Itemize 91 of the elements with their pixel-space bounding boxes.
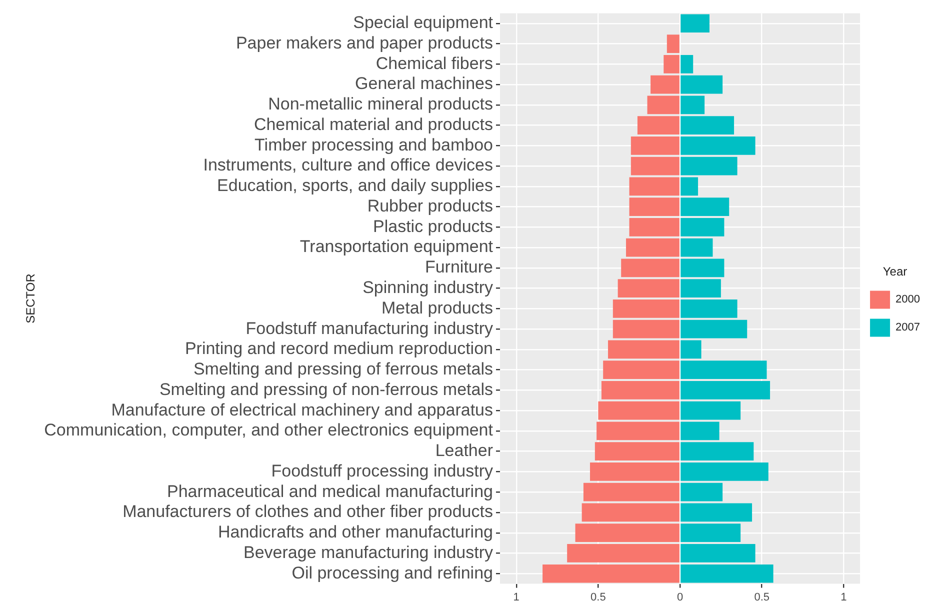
bar [582, 503, 680, 522]
bar [680, 442, 754, 461]
bar [629, 177, 680, 196]
bar [598, 401, 680, 420]
y-tick-label: Pharmaceutical and medical manufacturing [166, 482, 493, 501]
y-tick-label: Foodstuff manufacturing industry [246, 318, 494, 338]
bar [680, 14, 710, 33]
y-tick-label: Rubber products [367, 196, 493, 216]
bar [680, 482, 723, 502]
y-tick-label: Communication, computer, and other electronics equipment [44, 420, 494, 440]
bar [680, 177, 698, 196]
legend-label: 2000 [896, 294, 920, 306]
bar [608, 340, 680, 359]
y-tick-label: Paper makers and paper products [236, 33, 493, 52]
y-tick-label: Smelting and pressing of ferrous metals [193, 360, 493, 379]
y-tick-label: Chemical material and products [254, 114, 493, 134]
y-tick-label: Foodstuff processing industry [271, 461, 494, 480]
bar [601, 381, 680, 400]
bar [680, 96, 705, 114]
y-tick-label: Smelting and pressing of non-ferrous metals [159, 380, 493, 399]
bar [680, 401, 741, 420]
x-tick-label: 1 [840, 591, 847, 604]
bar [590, 462, 680, 481]
y-tick-label: Spinning industry [362, 278, 494, 297]
bar [680, 218, 724, 236]
y-tick-label: Handicrafts and other manufacturing [218, 522, 493, 542]
bar [680, 258, 724, 278]
y-tick-label: Beverage manufacturing industry [244, 542, 494, 562]
y-tick-label: Special equipment [353, 13, 494, 32]
bar [612, 320, 680, 338]
y-axis-title: SECTOR [24, 273, 38, 324]
bar [680, 422, 720, 440]
bar [680, 136, 756, 155]
bar [621, 258, 680, 278]
y-tick-label: Instruments, culture and office devices [203, 156, 493, 175]
y-tick-label: Manufacture of electrical machinery and apparatus [111, 400, 493, 420]
x-tick-label: 0.5 [754, 591, 770, 604]
bar [618, 279, 680, 298]
bar [680, 238, 713, 257]
bar [629, 198, 680, 216]
y-tick-label: Chemical fibers [376, 54, 493, 73]
y-tick-label: Non-metallic mineral products [268, 94, 493, 114]
bar [647, 96, 680, 114]
bar [680, 564, 774, 583]
bar [630, 136, 680, 155]
bar [680, 544, 756, 562]
y-tick-label: Printing and record medium reproduction [184, 339, 493, 358]
bar [680, 320, 748, 338]
bar [680, 381, 770, 400]
bar [680, 340, 702, 359]
bar [650, 75, 680, 94]
bar [626, 238, 680, 257]
bar [680, 462, 768, 481]
bar [680, 54, 694, 74]
bar [680, 156, 738, 176]
bar [637, 116, 680, 134]
bar [629, 218, 680, 236]
bar [630, 156, 680, 176]
y-tick-label: Oil processing and refining [292, 563, 493, 582]
bar [567, 544, 680, 562]
bar [612, 300, 680, 318]
bar [680, 198, 730, 216]
legend-label: 2007 [896, 322, 920, 334]
bar [680, 279, 721, 298]
legend-title: Year [882, 264, 908, 279]
y-tick-label: Plastic products [373, 216, 493, 236]
bar [594, 442, 680, 461]
x-tick-label: 1 [513, 591, 520, 604]
bar [596, 422, 680, 440]
bar [680, 524, 741, 542]
y-tick-label: General machines [355, 74, 493, 94]
y-tick-label: Education, sports, and daily supplies [217, 176, 493, 196]
x-tick-label: 0.5 [590, 591, 606, 604]
bar [575, 524, 680, 542]
bar [680, 300, 738, 318]
bar [664, 54, 680, 74]
bar [603, 360, 680, 379]
y-tick-label: Leather [435, 441, 494, 460]
bar [680, 116, 734, 134]
bar [680, 360, 767, 379]
bar [680, 503, 752, 522]
bar [583, 482, 680, 502]
y-tick-label: Furniture [424, 258, 493, 277]
bar [666, 34, 680, 53]
x-tick-label: 0 [676, 591, 684, 604]
bar [680, 75, 723, 94]
bar [542, 564, 680, 583]
y-tick-label: Manufacturers of clothes and other fiber products [122, 502, 493, 522]
y-tick-label: Metal products [382, 298, 493, 318]
y-tick-label: Transportation equipment [300, 237, 494, 256]
y-tick-label: Timber processing and bamboo [254, 135, 493, 154]
